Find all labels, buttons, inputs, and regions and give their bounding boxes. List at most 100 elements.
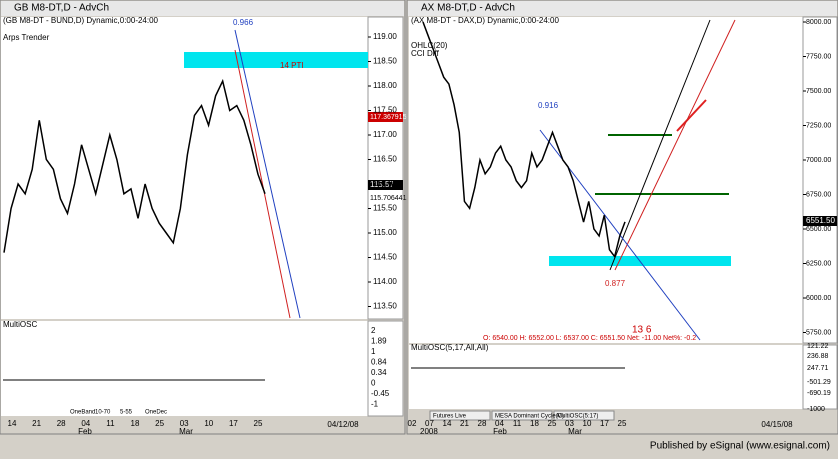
month: Mar [179, 427, 193, 436]
price-tick: 115.50 [373, 204, 397, 213]
date-tick: 14 [443, 419, 452, 428]
channel-line [234, 49, 291, 319]
osc-tick: -0.45 [371, 389, 390, 398]
marker: 14 PTI [280, 61, 304, 70]
fib-label: 0.916 [538, 101, 559, 110]
osc-tick: 0 [371, 379, 376, 388]
price-tick: 114.00 [373, 277, 397, 286]
date-tick: 10 [204, 419, 213, 428]
date-tick: 03 [180, 419, 189, 428]
osc-label: MultiOSC(5,17,All,All) [411, 343, 489, 352]
year: 2008 [420, 427, 438, 436]
ohlc-label: OHLC(20) [411, 41, 448, 50]
status: Published by eSignal (www.esignal.com) [650, 441, 830, 452]
osc-button: OneDec [145, 410, 167, 416]
fib-label: 0.877 [605, 279, 626, 288]
month: Mar [568, 427, 582, 436]
date-tick: 10 [583, 419, 592, 428]
date-tick: 17 [229, 419, 238, 428]
right-price-axis [802, 16, 838, 344]
tab[interactable] [491, 410, 553, 421]
price-tick: 8000.00 [806, 19, 831, 26]
left-osc-plot [1, 321, 368, 416]
price-tick: 5750.00 [806, 329, 831, 336]
price-tick: 6000.00 [806, 295, 831, 302]
price-tick: 7000.00 [806, 157, 831, 164]
osc-tick: 0.34 [371, 368, 387, 377]
date-tick: 04 [81, 419, 90, 428]
month: Feb [78, 427, 92, 436]
date-tick: 28 [478, 419, 487, 428]
date-tick: 03 [565, 419, 574, 428]
window-title: GB M8-DT,D - AdvCh [14, 3, 109, 14]
date-tick: 28 [57, 419, 66, 428]
marker: 6551.50 [806, 216, 835, 225]
tab[interactable] [429, 410, 491, 421]
month: Feb [493, 427, 507, 436]
price-tick: 119.00 [373, 32, 397, 41]
price-tick: 117.00 [373, 130, 397, 139]
price-line [3, 78, 266, 253]
fib-label: 0.966 [233, 18, 254, 27]
window-title: AX M8-DT,D - AdvCh [421, 3, 515, 14]
osc-tick: 0.84 [371, 358, 387, 367]
tab-label[interactable]: MultiOSC(5:17) [557, 414, 598, 420]
date-tick: 21 [460, 419, 469, 428]
marker-box [368, 112, 403, 122]
price-tick: 117.50 [373, 106, 397, 115]
date-tick: 18 [530, 419, 539, 428]
date-tick: 04 [495, 419, 504, 428]
symbol-line: (AX M8-DT - DAX,D) Dynamic,0:00-24:00 [411, 16, 559, 25]
left-osc-axis [367, 320, 404, 417]
channel-line [609, 19, 711, 271]
osc-tick: 121.22 [807, 343, 829, 350]
osc-button: 10-70 [95, 410, 111, 416]
price-tick: 118.50 [373, 57, 397, 66]
price-tick: 115.00 [373, 228, 397, 237]
date-tick: 18 [131, 419, 140, 428]
price-tick: 6500.00 [806, 226, 831, 233]
osc-tick: -501.29 [807, 379, 831, 386]
right-titlebar [408, 1, 837, 16]
date-tick: 25 [155, 419, 164, 428]
marker-box [368, 180, 403, 190]
date-tick: 02 [408, 419, 417, 428]
right-plot [409, 17, 803, 343]
price-tick: 6750.00 [806, 191, 831, 198]
osc-tick: 1 [371, 347, 376, 356]
info: O: 6540.00 H: 6552.00 L: 6537.00 C: 6551… [483, 335, 696, 342]
left-zone [184, 52, 368, 68]
osc-tick: 247.71 [807, 365, 829, 372]
osc-label: MultiOSC [3, 320, 37, 329]
date: 04/12/08 [327, 420, 359, 429]
tab-label[interactable]: Futures Live [433, 414, 467, 420]
marker: 115.706441 [370, 195, 407, 202]
counts: 13 6 [632, 325, 652, 336]
marker: 117.367915 [370, 114, 407, 121]
date-tick: 21 [32, 419, 41, 428]
channel-line [234, 29, 301, 319]
marker-box [803, 216, 837, 226]
price-tick: 7750.00 [806, 53, 831, 60]
date-tick: 07 [425, 419, 434, 428]
date-tick: 14 [8, 419, 17, 428]
osc-tick: 2 [371, 326, 376, 335]
osc-tick: -1 [371, 400, 379, 409]
price-tick: 116.50 [373, 155, 397, 164]
left-price-axis [367, 16, 404, 320]
arrow [676, 99, 707, 132]
osc-tick: -1000 [807, 406, 825, 413]
date-tick: 25 [548, 419, 557, 428]
price-tick: 113.50 [373, 302, 397, 311]
date-tick: 25 [254, 419, 263, 428]
price-tick: 6250.00 [806, 260, 831, 267]
price-line [422, 21, 626, 259]
cci-label: CCI Diff [411, 49, 440, 58]
left-titlebar [1, 1, 404, 16]
osc-button: OneBand [70, 410, 95, 416]
price-tick: 116.00 [373, 179, 397, 188]
tab[interactable] [553, 410, 615, 421]
tab-label[interactable]: MESA Dominant Cycle(C) [495, 414, 564, 420]
right-osc-plot [409, 345, 803, 409]
